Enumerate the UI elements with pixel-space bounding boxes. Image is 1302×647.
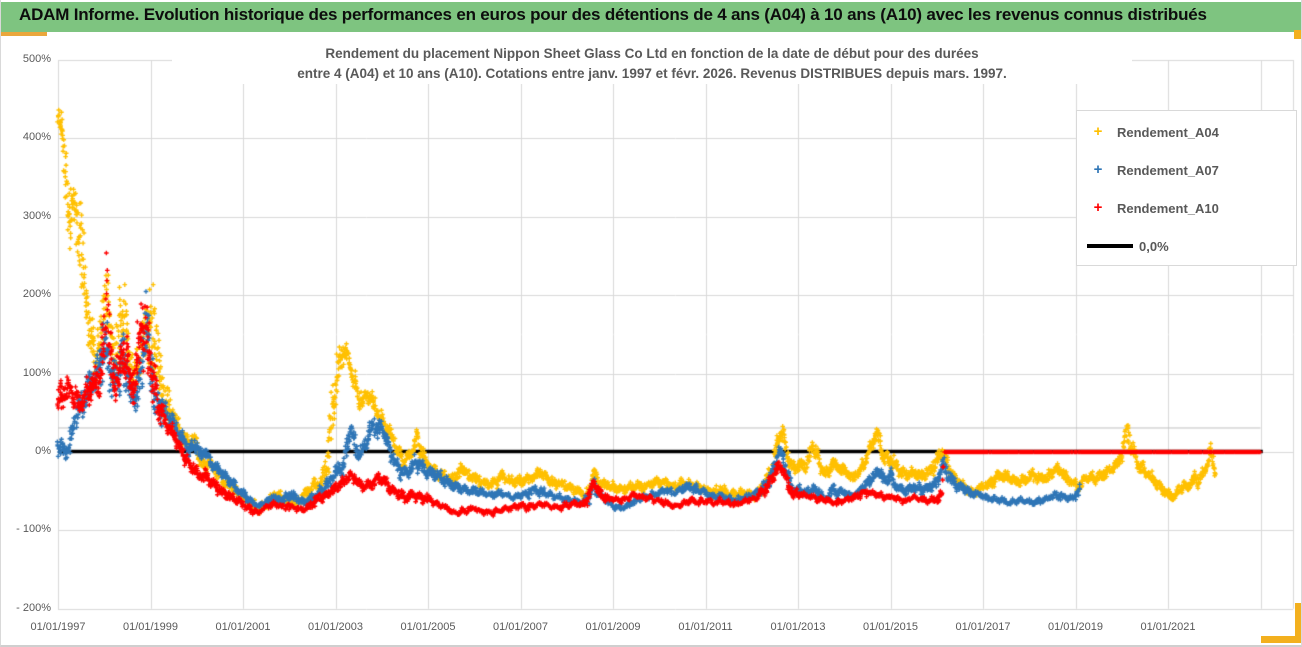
gold-border-corner-topright <box>1294 30 1301 39</box>
x-tick-label: 01/01/1999 <box>122 621 179 633</box>
gold-border-strip-left <box>1 32 47 36</box>
chart-title-line1: Rendement du placement Nippon Sheet Glas… <box>325 46 979 61</box>
plus-marker-icon: + <box>1093 199 1103 216</box>
legend-label: Rendement_A04 <box>1117 124 1219 140</box>
plus-marker-icon: + <box>1093 161 1103 178</box>
legend-label: Rendement_A10 <box>1117 200 1219 216</box>
x-tick-label: 01/01/2021 <box>1140 621 1196 633</box>
chart-title: Rendement du placement Nippon Sheet Glas… <box>172 44 1132 84</box>
x-tick-label: 01/01/2005 <box>400 621 456 633</box>
y-tick-label: 500% <box>22 53 51 65</box>
legend-label: Rendement_A07 <box>1117 162 1219 178</box>
x-tick-label: 01/01/2011 <box>678 621 733 633</box>
y-tick-label: 200% <box>22 288 51 301</box>
x-tick-label: 01/01/2003 <box>307 621 364 633</box>
x-tick-label: 01/01/2019 <box>1047 621 1104 633</box>
y-tick-label: 300% <box>22 209 51 222</box>
gold-border-corner-bottomright-horizontal <box>1261 636 1301 643</box>
x-tick-label: 01/01/2015 <box>862 621 919 633</box>
legend-label: 0,0% <box>1139 238 1169 254</box>
y-tick-label: - 200% <box>16 601 51 614</box>
x-tick-label: 01/01/2007 <box>492 621 549 633</box>
plus-marker-icon: + <box>1093 123 1103 140</box>
legend-item-a07: + Rendement_A07 <box>1077 151 1296 189</box>
legend-item-a04: + Rendement_A04 <box>1077 113 1296 151</box>
legend-item-zero-line: 0,0% <box>1077 227 1296 265</box>
gold-border-corner-bottomright-vertical <box>1295 603 1301 643</box>
chart-title-line2: entre 4 (A04) et 10 ans (A10). Cotations… <box>297 66 1007 81</box>
x-tick-label: 01/01/2001 <box>215 621 271 633</box>
zero-line-sample-icon <box>1087 244 1133 248</box>
x-tick-label: 01/01/2017 <box>955 621 1011 633</box>
y-tick-label: - 100% <box>16 523 51 536</box>
y-tick-label: 400% <box>22 131 51 144</box>
x-tick-label: 01/01/2009 <box>585 621 641 633</box>
legend: + Rendement_A04 + Rendement_A07 + Rendem… <box>1076 110 1297 266</box>
x-tick-label: 01/01/2013 <box>770 621 826 633</box>
y-tick-label: 0% <box>35 445 51 457</box>
y-tick-label: 100% <box>22 366 51 379</box>
x-tick-label: 01/01/1997 <box>30 621 86 633</box>
legend-item-a10: + Rendement_A10 <box>1077 189 1296 227</box>
